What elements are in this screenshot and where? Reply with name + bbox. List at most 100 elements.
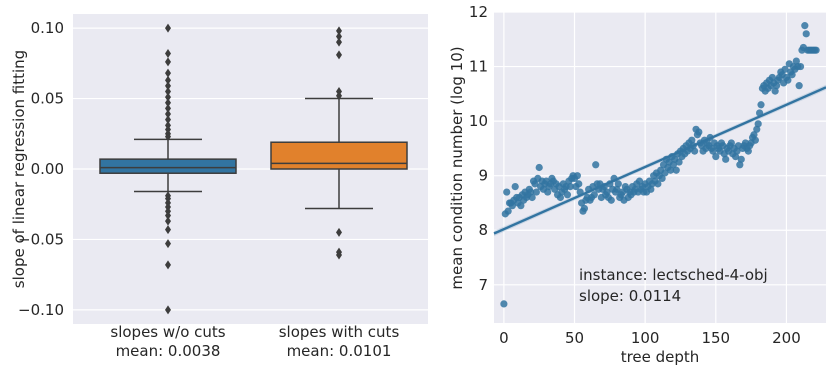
scatter-point: [812, 46, 820, 54]
scatter-point: [788, 71, 796, 79]
regression-line: [493, 86, 826, 235]
boxplot-boxes: [99, 23, 408, 315]
outlier-point: [165, 260, 171, 270]
box-group: [270, 26, 408, 260]
outlier-point: [165, 225, 171, 235]
annotation-instance: instance: lectsched-4-obj: [579, 266, 768, 284]
outlier-point: [336, 250, 342, 260]
box-mean-label: mean: 0.0038: [116, 342, 221, 360]
outlier-point: [336, 32, 342, 42]
outlier-point: [336, 50, 342, 60]
outlier-point: [165, 68, 171, 78]
scatter-point: [603, 188, 611, 196]
boxplot-panel: 0.100.050.00−0.05−0.10 slopes w/o cutsme…: [10, 14, 428, 360]
scatter-point: [527, 188, 535, 196]
scatter-point: [695, 128, 703, 136]
scatter-y-tick-label: 8: [478, 221, 488, 239]
scatter-point: [675, 158, 683, 166]
scatter-point: [503, 188, 511, 196]
scatter-point: [691, 147, 699, 155]
scatter-point: [575, 180, 583, 188]
outlier-point: [165, 211, 171, 220]
scatter-point: [573, 172, 581, 180]
scatter-y-tick-label: 7: [478, 276, 488, 294]
box-category-label: slopes w/o cuts: [110, 323, 225, 341]
scatter-point: [751, 136, 759, 144]
box-category-label: slopes with cuts: [279, 323, 400, 341]
scatter-point: [592, 161, 600, 169]
scatter-y-tick-label: 11: [469, 58, 488, 76]
scatter-x-tick-label: 50: [565, 329, 584, 347]
box-iqr: [99, 158, 237, 174]
scatter-point: [654, 180, 662, 188]
scatter-point: [781, 65, 789, 73]
scatter-y-axis-label: mean condition number (log 10): [448, 46, 466, 289]
scatter-x-tick-label: 0: [499, 329, 509, 347]
outlier-point: [165, 57, 171, 67]
scatter-point: [511, 182, 519, 191]
scatter-x-tick-label: 200: [772, 329, 801, 347]
scatter-axis-ticks: 0 50 100 150 200 7 8 9 10 11 12: [469, 3, 801, 347]
scatter-point: [607, 196, 615, 204]
scatter-point: [531, 180, 539, 188]
scatter-point: [614, 180, 622, 188]
outlier-point: [165, 75, 171, 85]
scatter-point: [669, 161, 678, 169]
boxplot-y-ticks: 0.10 0.05 0.00 −0.05 −0.10: [18, 19, 64, 319]
scatter-point: [661, 169, 669, 177]
scatter-point: [754, 120, 762, 128]
scatter-point: [744, 147, 752, 155]
scatter-y-tick-label: 9: [478, 167, 488, 185]
outlier-point: [165, 216, 171, 226]
outlier-point: [336, 37, 342, 47]
scatter-point: [736, 161, 744, 169]
scatter-x-tick-label: 150: [701, 329, 730, 347]
box-group: [99, 23, 237, 315]
outlier-point: [165, 305, 171, 315]
outlier-point: [336, 91, 342, 101]
scatter-y-tick-label: 12: [469, 3, 488, 21]
annotation-slope: slope: 0.0114: [579, 287, 681, 305]
outlier-point: [336, 227, 342, 237]
scatter-point: [580, 204, 589, 213]
scatter-point: [768, 73, 776, 82]
boxplot-y-tick-label: 0.10: [31, 19, 64, 37]
scatter-point: [801, 22, 809, 30]
scatter-point: [500, 300, 508, 308]
scatter-point: [796, 62, 805, 71]
boxplot-y-axis-label: slope of linear regression fitting: [10, 50, 28, 288]
scatter-point: [672, 166, 680, 174]
scatter-point: [792, 57, 800, 65]
scatter-point: [722, 155, 730, 163]
scatter-x-tick-label: 100: [631, 329, 660, 347]
scatter-point: [712, 152, 720, 161]
scatter-point: [757, 101, 765, 109]
outlier-point: [336, 26, 342, 36]
scatter-point: [750, 131, 758, 139]
scatter-points: [500, 22, 820, 308]
scatter-point: [535, 163, 543, 172]
outlier-point: [165, 132, 171, 142]
scatter-point: [517, 202, 525, 210]
scatter-point: [731, 152, 740, 161]
scatter-point: [784, 76, 792, 84]
scatter-point: [635, 177, 644, 185]
scatter-point: [544, 188, 552, 196]
scatter-panel: 0 50 100 150 200 7 8 9 10 11 12 instance: lectsche…: [448, 3, 826, 365]
scatter-point: [771, 87, 779, 95]
outlier-point: [165, 109, 171, 119]
box-iqr: [270, 141, 408, 170]
scatter-point: [733, 147, 741, 155]
scatter-point: [802, 30, 810, 38]
scatter-point: [566, 182, 574, 191]
regression-line-group: [493, 86, 826, 235]
outlier-point: [165, 115, 171, 125]
boxplot-y-tick-label: 0.05: [31, 90, 64, 108]
scatter-point: [528, 193, 536, 202]
scatter-point: [666, 166, 675, 174]
scatter-x-axis-label: tree depth: [621, 348, 700, 365]
outlier-point: [165, 239, 171, 249]
scatter-point: [556, 193, 565, 202]
outlier-point: [165, 92, 171, 102]
